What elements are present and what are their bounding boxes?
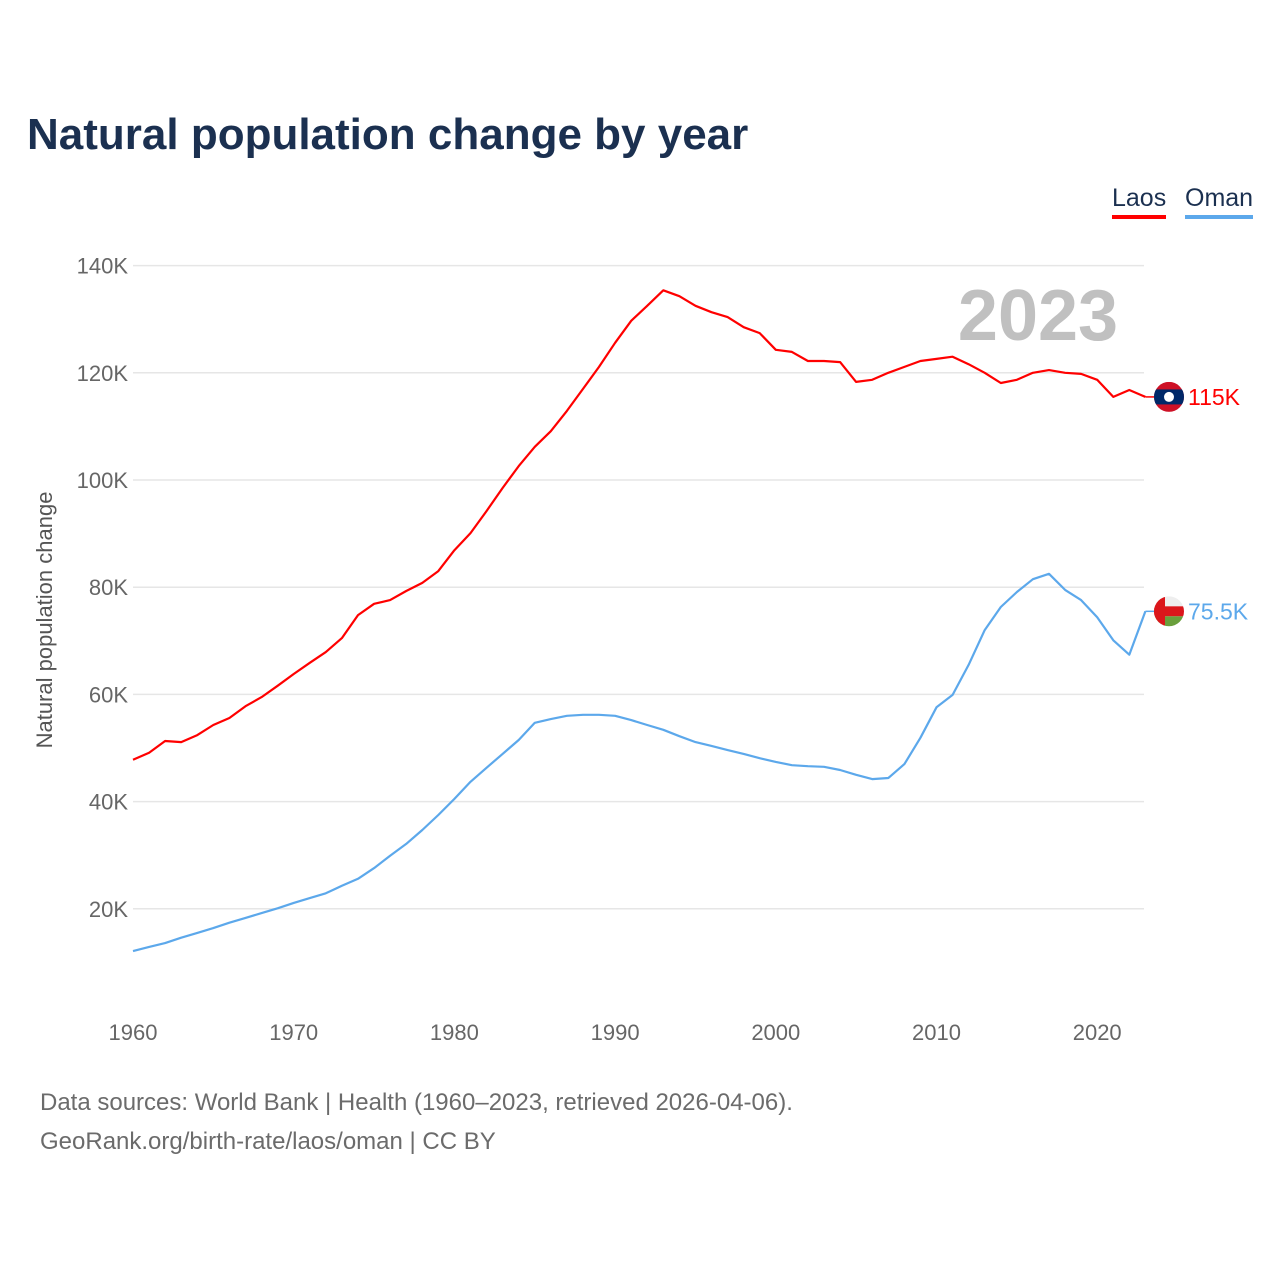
end-value-label: 115K	[1188, 384, 1241, 410]
y-tick-label: 140K	[77, 254, 129, 279]
y-tick-label: 40K	[89, 790, 128, 815]
footer-sources: Data sources: World Bank | Health (1960–…	[40, 1089, 793, 1116]
legend-item-laos[interactable]: Laos	[1112, 184, 1167, 219]
y-tick-label: 100K	[77, 468, 129, 493]
legend-item-oman[interactable]: Oman	[1185, 184, 1254, 219]
oman-flag-icon	[1154, 596, 1184, 627]
y-tick-label: 120K	[77, 361, 129, 386]
end-value-label: 75.5K	[1188, 598, 1249, 624]
laos-flag-icon	[1154, 381, 1184, 412]
x-tick-label: 2010	[912, 1020, 961, 1045]
chart-title: Natural population change by year	[27, 110, 749, 159]
series-line-laos	[132, 289, 1146, 761]
x-tick-label: 1970	[269, 1020, 318, 1045]
y-tick-label: 20K	[89, 897, 128, 922]
footer-link[interactable]: GeoRank.org/birth-rate/laos/oman | CC BY	[40, 1128, 496, 1155]
x-tick-label: 1960	[109, 1020, 158, 1045]
y-tick-label: 80K	[89, 575, 128, 600]
x-tick-label: 2000	[751, 1020, 800, 1045]
y-axis-label: Natural population change	[32, 492, 57, 749]
y-tick-label: 60K	[89, 682, 128, 707]
x-tick-label: 1990	[591, 1020, 640, 1045]
current-year-label: 2023	[958, 276, 1118, 356]
x-tick-label: 2020	[1073, 1020, 1122, 1045]
x-tick-label: 1980	[430, 1020, 479, 1045]
series-line-oman	[132, 572, 1147, 953]
